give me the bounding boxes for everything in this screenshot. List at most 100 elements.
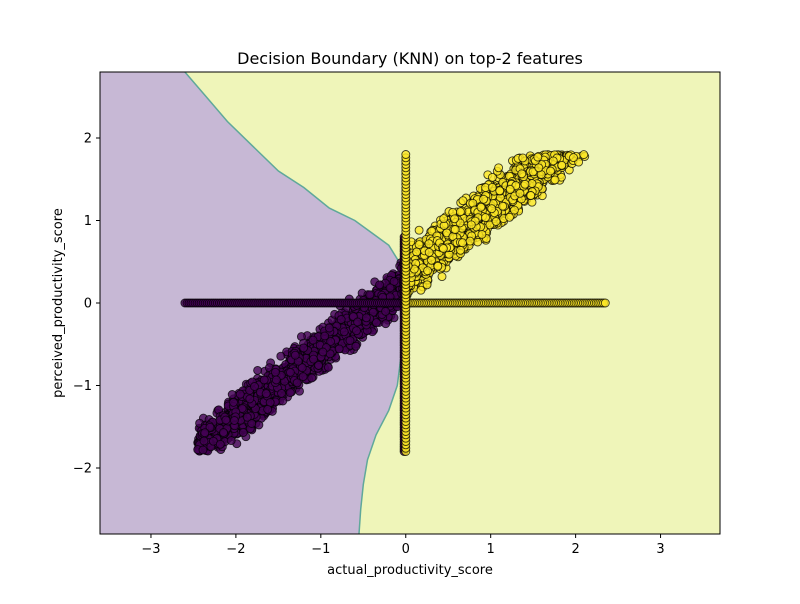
- scatter-point-class-0: [200, 428, 210, 438]
- y-tick-label: 0: [84, 297, 92, 312]
- scatter-point-class-0: [238, 428, 248, 437]
- scatter-point-class-1: [487, 182, 497, 192]
- x-tick-label: −3: [141, 542, 160, 557]
- scatter-point-class-1: [458, 196, 468, 206]
- scatter-point-class-1: [477, 229, 487, 239]
- scatter-point-class-1: [517, 169, 527, 179]
- scatter-point-class-1: [424, 247, 434, 257]
- scatter-point-class-0: [292, 378, 302, 388]
- scatter-point-class-1: [414, 225, 424, 235]
- scatter-point-class-1: [473, 237, 483, 247]
- scatter-point-class-0: [299, 343, 309, 353]
- scatter-point-class-0: [361, 313, 371, 323]
- scatter-point-class-0: [381, 306, 391, 316]
- scatter-point-class-0: [353, 317, 363, 327]
- scatter-point-class-1: [456, 245, 465, 255]
- scatter-point-class-0: [285, 367, 295, 377]
- y-axis-label: perceived_productivity_score: [51, 208, 66, 398]
- scatter-point-class-0: [298, 372, 308, 382]
- scatter-point-class-0: [290, 350, 300, 360]
- x-tick-label: 2: [571, 542, 579, 557]
- scatter-point-class-1: [439, 214, 449, 224]
- x-tick-label: 0: [402, 542, 410, 557]
- scatter-point-class-0: [235, 389, 245, 399]
- scatter-point-class-1: [481, 213, 490, 223]
- scatter-point-class-1: [495, 186, 505, 196]
- scatter-point-class-1: [505, 212, 514, 222]
- scatter-point-class-1: [600, 298, 610, 308]
- scatter-point-class-0: [229, 397, 238, 407]
- scatter-point-class-0: [352, 326, 361, 336]
- scatter-point-class-1: [458, 238, 467, 248]
- scatter-point-class-0: [334, 344, 344, 354]
- x-tick-label: −1: [311, 542, 330, 557]
- scatter-point-class-0: [307, 373, 317, 383]
- scatter-point-class-0: [351, 341, 361, 351]
- scatter-point-class-1: [550, 175, 560, 185]
- scatter-point-class-0: [345, 336, 355, 345]
- scatter-point-class-0: [254, 420, 264, 430]
- scatter-point-class-1: [450, 214, 460, 224]
- x-tick-label: −2: [226, 542, 245, 557]
- scatter-point-class-0: [375, 280, 384, 290]
- scatter-point-class-1: [509, 205, 519, 215]
- scatter-point-class-0: [219, 428, 228, 437]
- scatter-point-class-1: [479, 194, 489, 204]
- scatter-point-class-0: [261, 389, 271, 399]
- scatter-point-class-1: [579, 150, 589, 160]
- scatter-point-class-0: [318, 347, 328, 357]
- x-axis-label: actual_productivity_score: [327, 563, 493, 578]
- scatter-point-class-0: [250, 382, 259, 391]
- scatter-point-class-0: [320, 331, 330, 341]
- scatter-point-class-1: [569, 153, 578, 163]
- scatter-point-class-0: [253, 365, 263, 375]
- scatter-point-class-0: [277, 388, 286, 398]
- scatter-point-class-1: [487, 204, 497, 214]
- scatter-points: [180, 150, 610, 456]
- scatter-point-class-0: [199, 436, 209, 446]
- scatter-point-class-1: [505, 184, 515, 194]
- scatter-point-class-0: [308, 335, 318, 345]
- scatter-point-class-1: [520, 179, 530, 189]
- scatter-point-class-1: [491, 217, 501, 226]
- scatter-point-class-1: [465, 236, 475, 246]
- scatter-point-class-1: [533, 152, 543, 162]
- scatter-point-class-0: [245, 394, 255, 404]
- y-tick-label: 1: [84, 214, 92, 229]
- scatter-point-class-1: [557, 160, 567, 170]
- scatter-point-class-0: [323, 362, 333, 372]
- scatter-point-class-0: [242, 412, 252, 422]
- x-tick-label: 3: [656, 542, 664, 557]
- scatter-point-class-0: [263, 404, 273, 414]
- y-tick-label: −1: [73, 379, 92, 394]
- scatter-point-class-1: [412, 247, 422, 257]
- scatter-point-class-1: [546, 166, 555, 176]
- scatter-point-class-0: [270, 367, 280, 377]
- scatter-point-class-1: [450, 225, 460, 234]
- scatter-point-class-0: [381, 319, 391, 329]
- scatter-point-class-1: [518, 153, 528, 163]
- scatter-point-class-0: [278, 396, 288, 406]
- y-tick-label: −2: [73, 462, 92, 477]
- chart-title: Decision Boundary (KNN) on top-2 feature…: [237, 49, 583, 68]
- scatter-point-class-0: [229, 416, 239, 425]
- scatter-point-class-1: [526, 191, 536, 200]
- x-tick-label: 1: [487, 542, 495, 557]
- scatter-point-class-0: [259, 375, 269, 385]
- scatter-point-class-1: [427, 255, 436, 265]
- y-axis: −2 −1 0 1 2: [73, 132, 100, 477]
- scatter-point-class-0: [385, 283, 395, 293]
- scatter-point-class-1: [423, 266, 433, 276]
- scatter-point-class-0: [215, 439, 225, 449]
- scatter-point-class-0: [309, 354, 318, 364]
- scatter-point-class-0: [336, 315, 346, 324]
- scatter-point-class-0: [198, 445, 208, 455]
- scatter-point-class-1: [437, 272, 447, 282]
- y-tick-label: 2: [84, 132, 92, 147]
- scatter-point-class-1: [455, 207, 465, 217]
- scatter-point-class-0: [271, 375, 281, 385]
- scatter-point-class-0: [339, 327, 349, 337]
- scatter-point-class-0: [221, 415, 231, 425]
- scatter-point-class-1: [466, 220, 476, 230]
